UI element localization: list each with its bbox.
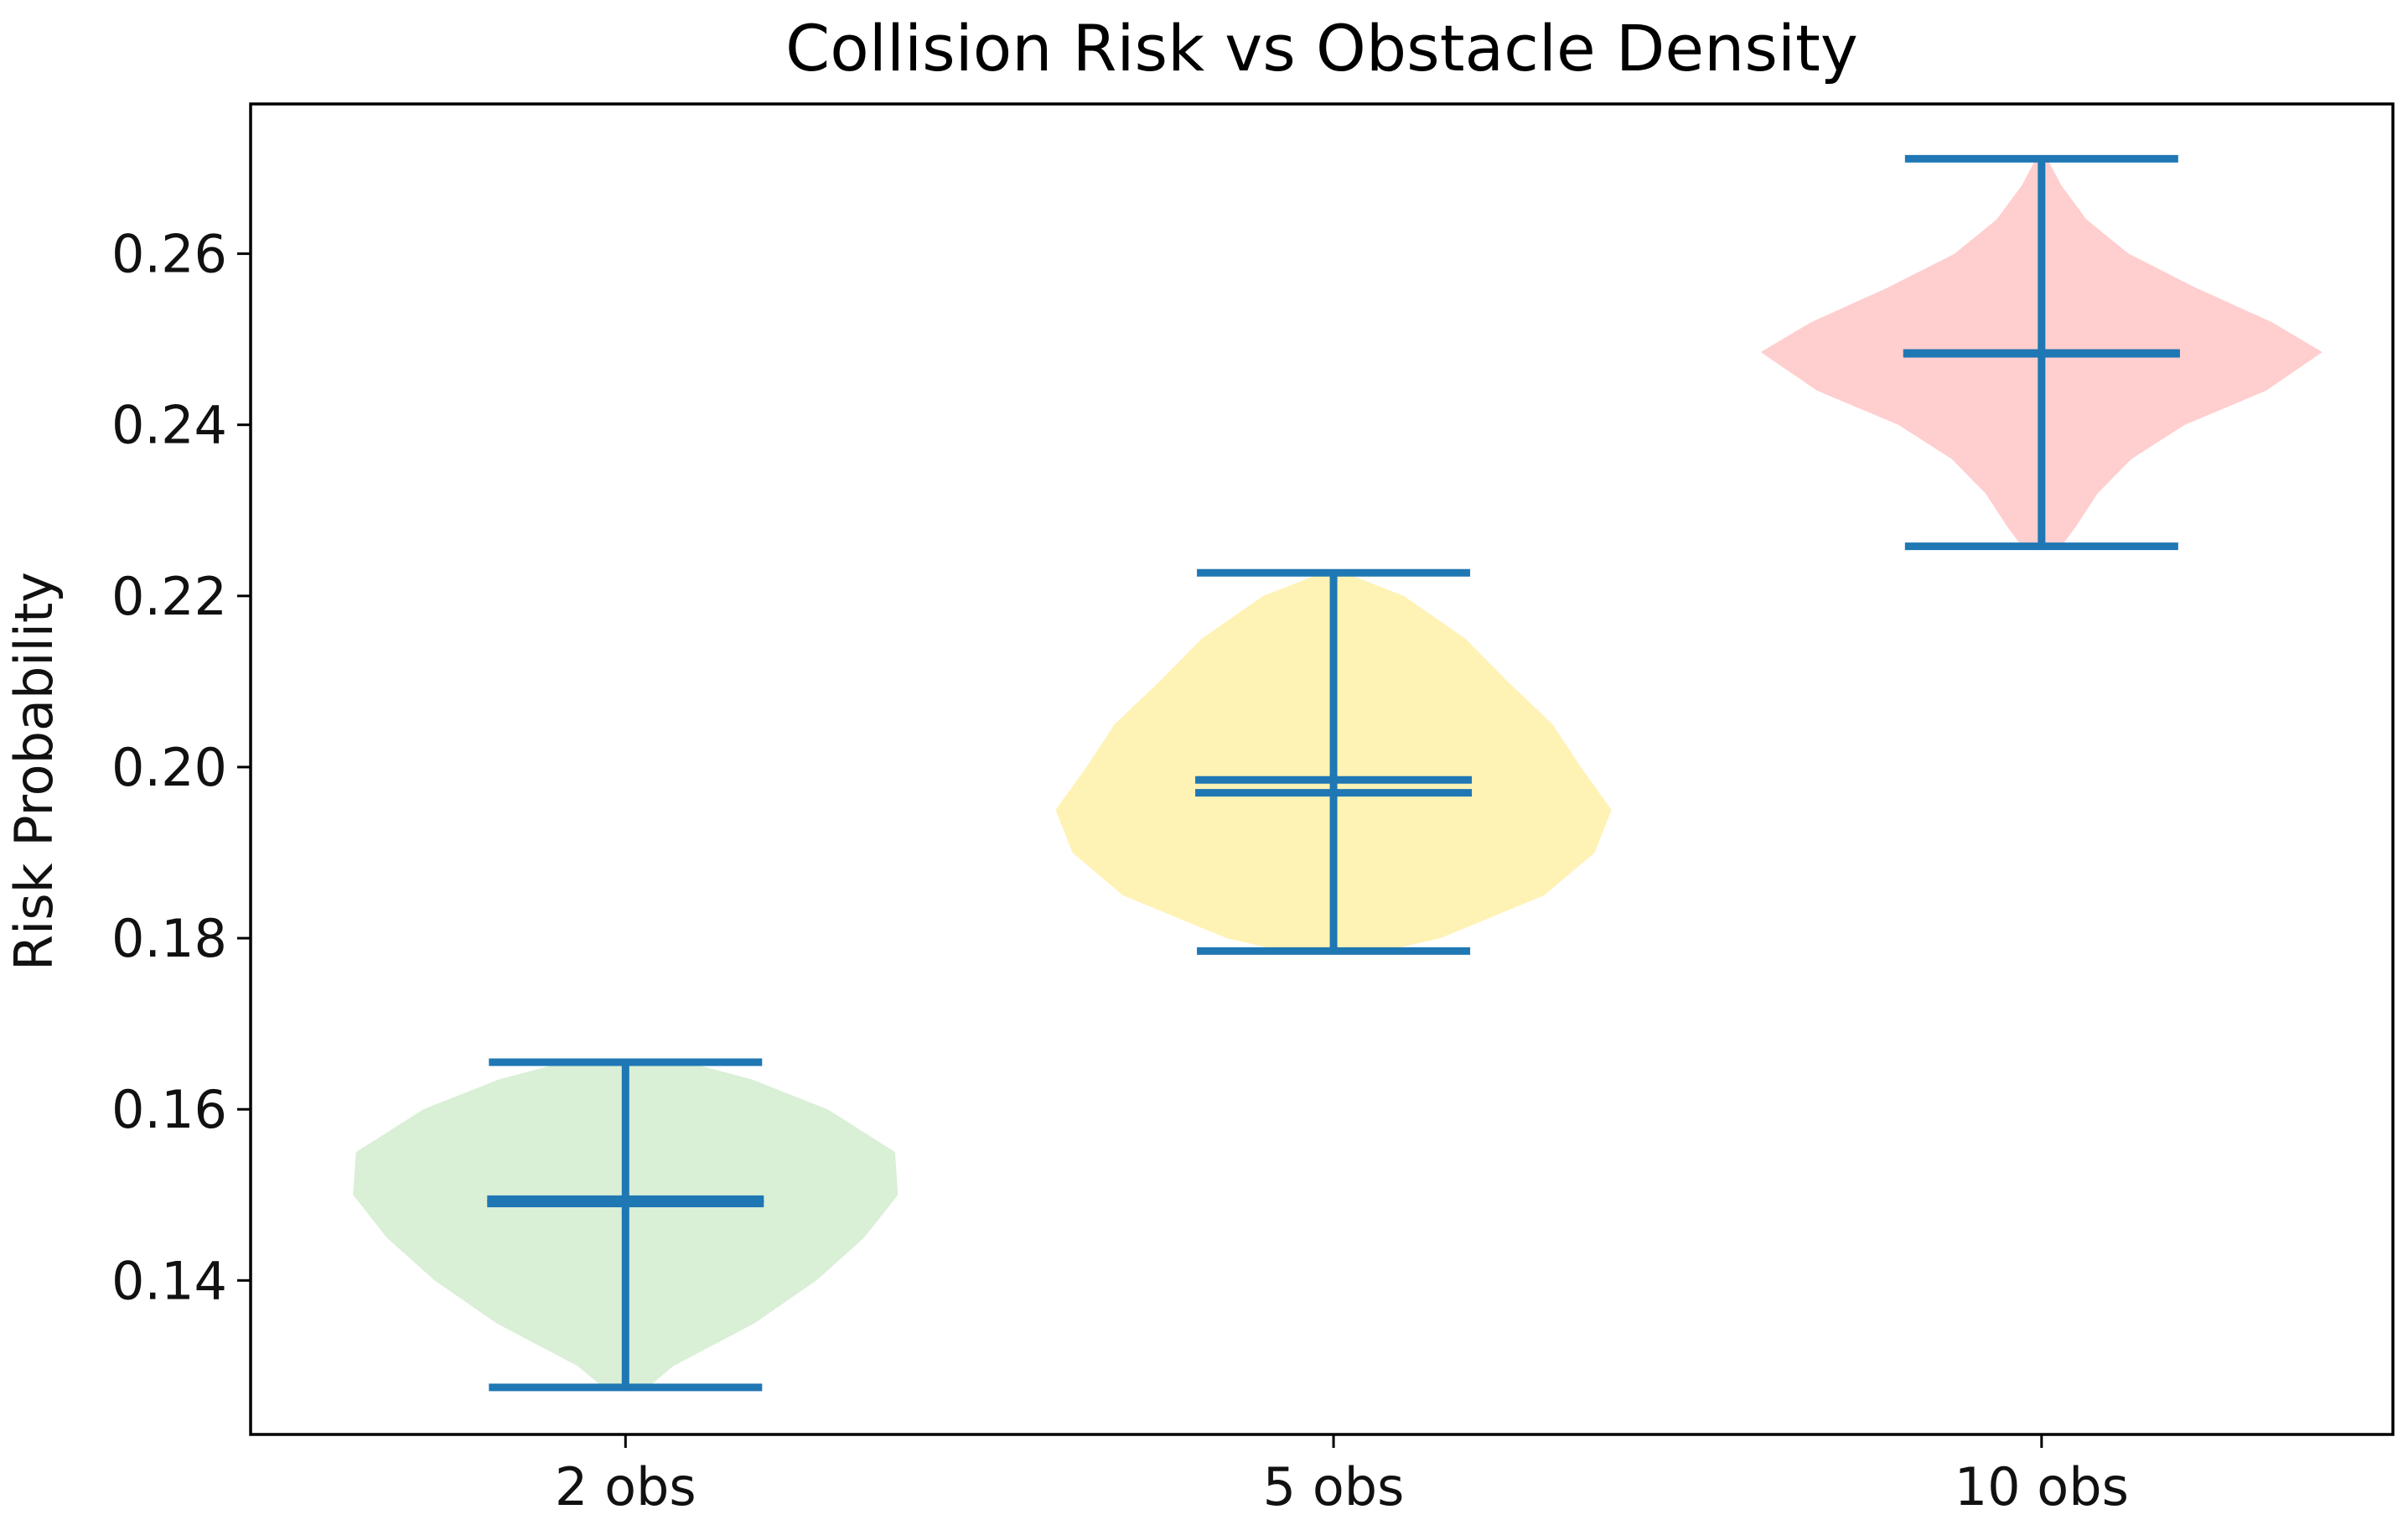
chart-title: Collision Risk vs Obstacle Density <box>785 11 1858 86</box>
y-tick-label: 0.20 <box>111 737 227 798</box>
y-axis-label: Risk Probability <box>3 572 65 971</box>
plot-area: 0.14 0.16 0.18 0.20 0.22 0.24 0.26 2 obs 5 obs 10… <box>111 154 2323 1517</box>
violin-group <box>353 1058 898 1392</box>
y-tick-label: 0.16 <box>111 1079 227 1140</box>
y-tick-label: 0.14 <box>111 1250 227 1311</box>
x-tick-label: 10 obs <box>1955 1456 2129 1517</box>
plot-frame <box>249 102 2395 1436</box>
y-tick-label: 0.22 <box>111 566 227 627</box>
violin-group <box>1760 154 2323 551</box>
y-tick-label: 0.18 <box>111 908 227 969</box>
x-tick-label: 2 obs <box>555 1456 697 1517</box>
x-tick-label: 5 obs <box>1263 1456 1405 1517</box>
y-tick-label: 0.26 <box>111 224 227 285</box>
violin-group <box>1055 568 1612 955</box>
y-tick-label: 0.24 <box>111 395 227 456</box>
